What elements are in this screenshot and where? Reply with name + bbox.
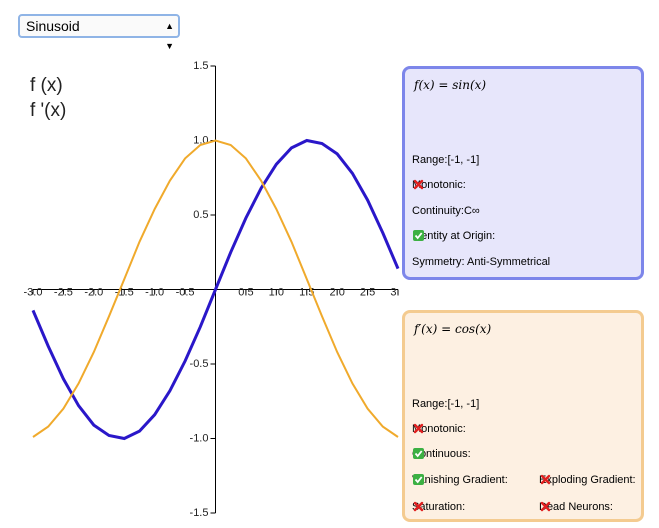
property-label: Continuous:	[412, 448, 471, 460]
property: Saturation:	[412, 501, 465, 513]
check-box	[413, 448, 424, 459]
cross-icon	[413, 179, 424, 190]
y-tick-label: -1.0	[190, 432, 209, 444]
line-series	[31, 138, 400, 441]
cross-mark	[540, 474, 551, 485]
property-label: Vanishing Gradient:	[412, 474, 508, 486]
check-mark	[414, 476, 423, 484]
dropdown-arrow: ▲ ▼	[165, 21, 174, 51]
cross-icon	[540, 474, 551, 485]
check-icon	[413, 230, 424, 241]
formula: f(x) = sin(x)	[414, 78, 487, 92]
cross-mark	[413, 501, 424, 512]
x-tick-label: -3.0	[24, 286, 43, 298]
property-label: Continuity:C∞	[412, 205, 480, 217]
property-label: Identity at Origin:	[412, 230, 496, 242]
property: Vanishing Gradient:	[412, 474, 508, 486]
check-mark	[414, 450, 423, 458]
check-box	[413, 230, 424, 241]
formula: f′(x) = cos(x)	[414, 322, 492, 336]
property: Monotonic:	[412, 179, 466, 191]
cross-mark	[413, 179, 424, 190]
property: Range:[-1, -1]	[412, 154, 479, 166]
derivative-panel: f′(x) = cos(x) Range:[-1, -1] Monotonic: Co…	[402, 310, 644, 522]
check-mark	[414, 232, 423, 240]
property: Dead Neurons:	[539, 501, 613, 513]
function-dropdown[interactable]: Sinusoid ▲ ▼	[18, 14, 180, 51]
property-label: Dead Neurons:	[539, 501, 613, 513]
x-tick-label: -1.0	[145, 286, 164, 298]
property: Monotonic:	[412, 423, 466, 435]
y-tick-label: -1.5	[190, 507, 209, 519]
y-tick-label: -0.5	[190, 358, 209, 370]
function-panel: f(x) = sin(x) Range:[-1, -1] Monotonic: Con…	[402, 66, 644, 280]
cross-mark	[540, 501, 551, 512]
x-tick-label: 3.0	[390, 286, 400, 298]
property: Range:[-1, -1]	[412, 398, 479, 410]
check-icon	[413, 448, 424, 459]
x-tick-label: 2.5	[360, 286, 375, 298]
property-label: Range:[-1, -1]	[412, 154, 480, 166]
property-label: Monotonic:	[412, 423, 466, 435]
x-tick-label: -2.0	[84, 286, 103, 298]
cross-icon	[540, 501, 551, 512]
property: Identity at Origin:	[412, 230, 495, 242]
dropdown-label: Sinusoid	[26, 18, 80, 34]
legend-entry: f '(x)	[30, 100, 66, 121]
x-tick-label: 1.0	[269, 286, 284, 298]
property-label: Range:[-1, -1]	[412, 398, 480, 410]
property-label: Exploding Gradient:	[539, 474, 636, 486]
y-tick-label: 0.5	[193, 209, 208, 221]
x-tick-label: -0.5	[176, 286, 195, 298]
check-icon	[413, 474, 424, 485]
x-tick-label: 0.5	[238, 286, 253, 298]
check-box	[413, 474, 424, 485]
cross-icon	[413, 501, 424, 512]
x-tick-label: -2.5	[54, 286, 73, 298]
legend-entry: f (x)	[30, 75, 63, 96]
property-label: Symmetry: Anti-Symmetrical	[412, 256, 551, 268]
property: Continuous:	[412, 448, 471, 460]
chart: -3.0 -2.5 -2.0 -1.5 -1.0 -0.5 0.5 1.0 1.5 2.0 2.5 3…	[24, 60, 400, 519]
property: Symmetry: Anti-Symmetrical	[412, 256, 550, 268]
line-series	[32, 139, 399, 438]
property: Continuity:C∞	[412, 205, 480, 217]
x-tick-label: 2.0	[330, 286, 345, 298]
property: Exploding Gradient:	[539, 474, 636, 486]
property-label: Saturation:	[412, 501, 466, 513]
property-label: Monotonic:	[412, 179, 466, 191]
cross-icon	[413, 423, 424, 434]
y-tick-label: 1.5	[193, 60, 208, 72]
cross-mark	[413, 423, 424, 434]
